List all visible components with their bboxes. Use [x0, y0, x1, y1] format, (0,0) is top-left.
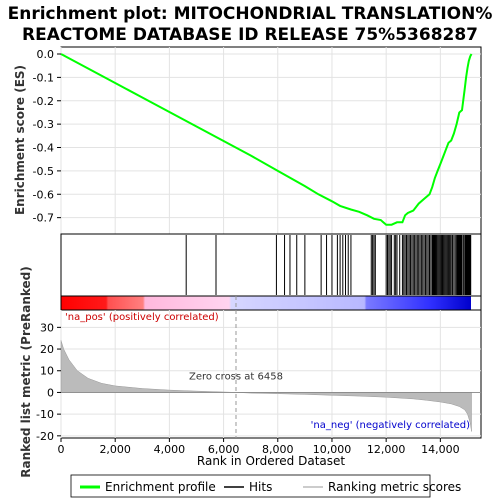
es-tick-label: -0.2 — [33, 95, 54, 108]
es-tick-label: -0.5 — [33, 165, 54, 178]
es-grid — [60, 47, 481, 234]
chart-title-line2: REACTOME DATABASE ID RELEASE 75%5368287 — [22, 25, 478, 45]
rank-tick-label: 30 — [40, 321, 54, 334]
enrichment-profile-line — [60, 53, 473, 226]
x-tick-label: 0 — [58, 443, 65, 456]
es-tick-label: -0.3 — [33, 118, 54, 131]
es-y-axis: 0.0 -0.1 -0.2 -0.3 -0.4 -0.5 -0.6 -0.7 — [33, 48, 61, 225]
neg-correlated-label: 'na_neg' (negatively correlated) — [311, 420, 470, 431]
ranking-metric-area — [60, 340, 472, 432]
es-tick-label: -0.7 — [33, 212, 54, 225]
x-tick-label: 12,000 — [367, 443, 406, 456]
legend-label: Enrichment profile — [105, 480, 216, 494]
rank-tick-label: 0 — [47, 386, 54, 399]
x-tick-label: 6,000 — [208, 443, 240, 456]
x-tick-label: 10,000 — [313, 443, 352, 456]
rank-tick-label: -20 — [36, 430, 54, 443]
legend: Enrichment profile Hits Ranking metric sco… — [80, 480, 461, 494]
es-tick-label: -0.4 — [33, 142, 54, 155]
x-axis-label: Rank in Ordered Dataset — [197, 454, 345, 468]
rank-tick-label: 20 — [40, 343, 54, 356]
es-tick-label: -0.1 — [33, 71, 54, 84]
es-panel — [60, 46, 482, 235]
pos-correlated-label: 'na_pos' (positively correlated) — [65, 312, 219, 323]
legend-label: Ranking metric scores — [328, 480, 461, 494]
rank-y-axis: 30 20 10 0 -10 -20 — [36, 321, 61, 443]
x-tick-label: 4,000 — [154, 443, 186, 456]
es-tick-label: 0.0 — [37, 48, 55, 61]
hit-marks — [185, 235, 472, 295]
rank-y-label: Ranked list metric (PreRanked) — [19, 266, 33, 478]
rank-tick-label: 10 — [40, 365, 54, 378]
x-tick-label: 8,000 — [262, 443, 294, 456]
x-tick-label: 2,000 — [99, 443, 131, 456]
zero-cross-label: Zero cross at 6458 — [189, 371, 283, 382]
ranking-color-bar — [61, 296, 471, 310]
legend-label: Hits — [249, 480, 272, 494]
es-tick-label: -0.6 — [33, 188, 54, 201]
hits-panel — [60, 233, 482, 297]
x-tick-label: 14,000 — [421, 443, 460, 456]
x-axis: 0 2,000 4,000 6,000 8,000 10,000 12,000 14,000 — [58, 438, 460, 456]
chart-title-line1: Enrichment plot: MITOCHONDRIAL TRANSLATI… — [8, 4, 493, 24]
legend-box — [70, 474, 431, 498]
es-y-label: Enrichment score (ES) — [13, 65, 27, 215]
rank-tick-label: -10 — [36, 408, 54, 421]
